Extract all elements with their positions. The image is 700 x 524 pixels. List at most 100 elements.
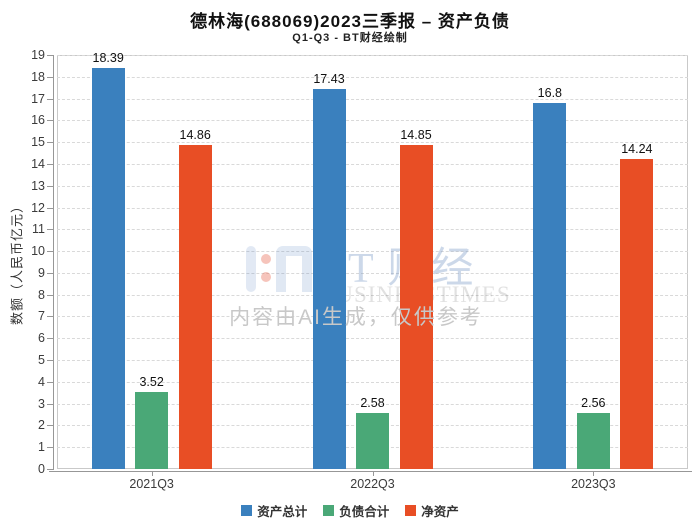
gridline-y (57, 55, 688, 56)
gridline-y (57, 76, 688, 78)
bar-value-label: 17.43 (313, 72, 345, 87)
gridline-y (57, 98, 688, 100)
y-axis-tick (47, 185, 53, 187)
bar-资产总计-2023Q3 (533, 102, 567, 469)
gridline-y (57, 381, 688, 383)
gridline-y (57, 120, 688, 122)
y-axis-tick-label: 8 (38, 287, 45, 302)
y-axis-tick (47, 338, 53, 340)
y-axis-tick (47, 425, 53, 427)
y-axis-tick (47, 403, 53, 405)
y-axis-tick (47, 447, 53, 449)
x-axis-tick (593, 471, 595, 476)
legend-swatch-icon (323, 504, 335, 516)
x-axis-tick (151, 471, 153, 476)
y-axis-tick-label: 17 (31, 91, 45, 106)
y-axis-tick-label: 16 (31, 113, 45, 128)
bar-value-label: 14.24 (621, 141, 653, 156)
y-axis-tick-label: 4 (38, 374, 45, 389)
legend-label: 资产总计 (257, 504, 308, 519)
x-axis-tick-label: 2023Q3 (571, 477, 616, 491)
bar-负债合计-2023Q3 (576, 413, 610, 469)
chart-legend: 资产总计 负债合计 净资产 (0, 500, 700, 520)
legend-swatch-icon (241, 504, 253, 516)
y-axis-tick-label: 15 (31, 135, 45, 150)
y-axis-line (53, 55, 54, 470)
legend-swatch-icon (405, 504, 417, 516)
y-axis-tick-label: 11 (32, 222, 45, 237)
gridline-y (57, 142, 688, 144)
gridline-y (57, 338, 688, 340)
bar-净资产-2023Q3 (620, 158, 654, 469)
y-axis-tick (47, 120, 53, 122)
x-axis-tick (372, 471, 374, 476)
y-axis-tick-label: 7 (38, 309, 45, 324)
bt-logo-arch (276, 246, 312, 292)
y-axis-tick (47, 163, 53, 165)
gridline-y (57, 272, 688, 274)
y-axis-tick (47, 272, 53, 274)
legend-item-负债合计: 负债合计 (323, 501, 389, 520)
legend-label: 净资产 (421, 504, 459, 519)
bt-logo-dot (261, 254, 271, 264)
bar-value-label: 2.56 (581, 396, 606, 411)
bar-value-label: 2.58 (360, 395, 385, 410)
legend-item-资产总计: 资产总计 (241, 501, 307, 520)
legend-item-净资产: 净资产 (405, 501, 459, 520)
bt-logo-bar (246, 246, 256, 292)
y-axis-tick (47, 98, 53, 100)
gridline-y (57, 251, 688, 253)
x-axis-line (49, 471, 692, 472)
y-axis-tick-label: 3 (38, 396, 45, 411)
bar-负债合计-2022Q3 (356, 412, 389, 469)
gridline-y (57, 163, 688, 165)
y-axis-tick (47, 316, 53, 318)
gridline-y (57, 207, 688, 209)
bar-value-label: 16.8 (537, 85, 563, 100)
x-axis-tick-label: 2021Q3 (129, 477, 174, 491)
y-axis-tick-label: 10 (31, 244, 45, 259)
y-axis-tick (47, 294, 53, 296)
bar-value-label: 3.52 (139, 375, 164, 390)
gridline-y (57, 360, 688, 362)
y-axis-tick (47, 360, 53, 362)
y-axis-tick (47, 76, 53, 78)
bar-资产总计-2022Q3 (312, 89, 346, 469)
y-axis-tick (47, 381, 53, 383)
gridline-y (57, 294, 688, 296)
y-axis-tick (47, 251, 53, 253)
chart-title: 德林海(688069)2023三季报 – 资产负债 (190, 12, 510, 31)
y-axis-tick-label: 14 (31, 156, 45, 171)
gridline-y (57, 229, 688, 231)
y-axis-tick (47, 55, 53, 56)
y-axis-tick (47, 229, 53, 231)
y-axis-tick-label: 19 (31, 48, 45, 62)
legend-label: 负债合计 (339, 504, 390, 519)
bar-value-label: 14.85 (400, 128, 432, 143)
y-axis-tick-label: 2 (38, 418, 45, 433)
y-axis-tick-label: 1 (38, 440, 45, 455)
bar-资产总计-2021Q3 (91, 68, 125, 469)
y-axis-tick-label: 0 (38, 462, 45, 476)
chart-subtitle: Q1-Q3 - BT财经绘制 (292, 32, 408, 44)
y-axis-tick-label: 5 (38, 353, 45, 368)
bar-value-label: 14.86 (179, 128, 211, 143)
y-axis-tick-label: 6 (38, 331, 45, 346)
watermark: BT 财经 BUSINESSTIMES (244, 238, 510, 308)
bar-净资产-2022Q3 (399, 145, 433, 469)
bt-logo-dot (261, 272, 271, 282)
bar-负债合计-2021Q3 (135, 392, 169, 469)
bar-value-label: 18.39 (92, 51, 124, 66)
gridline-y (57, 316, 688, 318)
y-axis-tick-label: 9 (38, 265, 45, 280)
y-axis-tick (47, 207, 53, 209)
y-axis-tick (47, 469, 53, 470)
watermark-ai-note: 内容由AI生成，仅供参考 (229, 306, 483, 329)
gridline-y (57, 185, 688, 187)
y-axis-tick-label: 18 (31, 69, 45, 84)
y-axis-tick-label: 13 (31, 178, 45, 193)
y-axis-tick-label: 12 (31, 200, 45, 215)
gridline-y (57, 403, 688, 405)
bar-净资产-2021Q3 (178, 145, 212, 469)
